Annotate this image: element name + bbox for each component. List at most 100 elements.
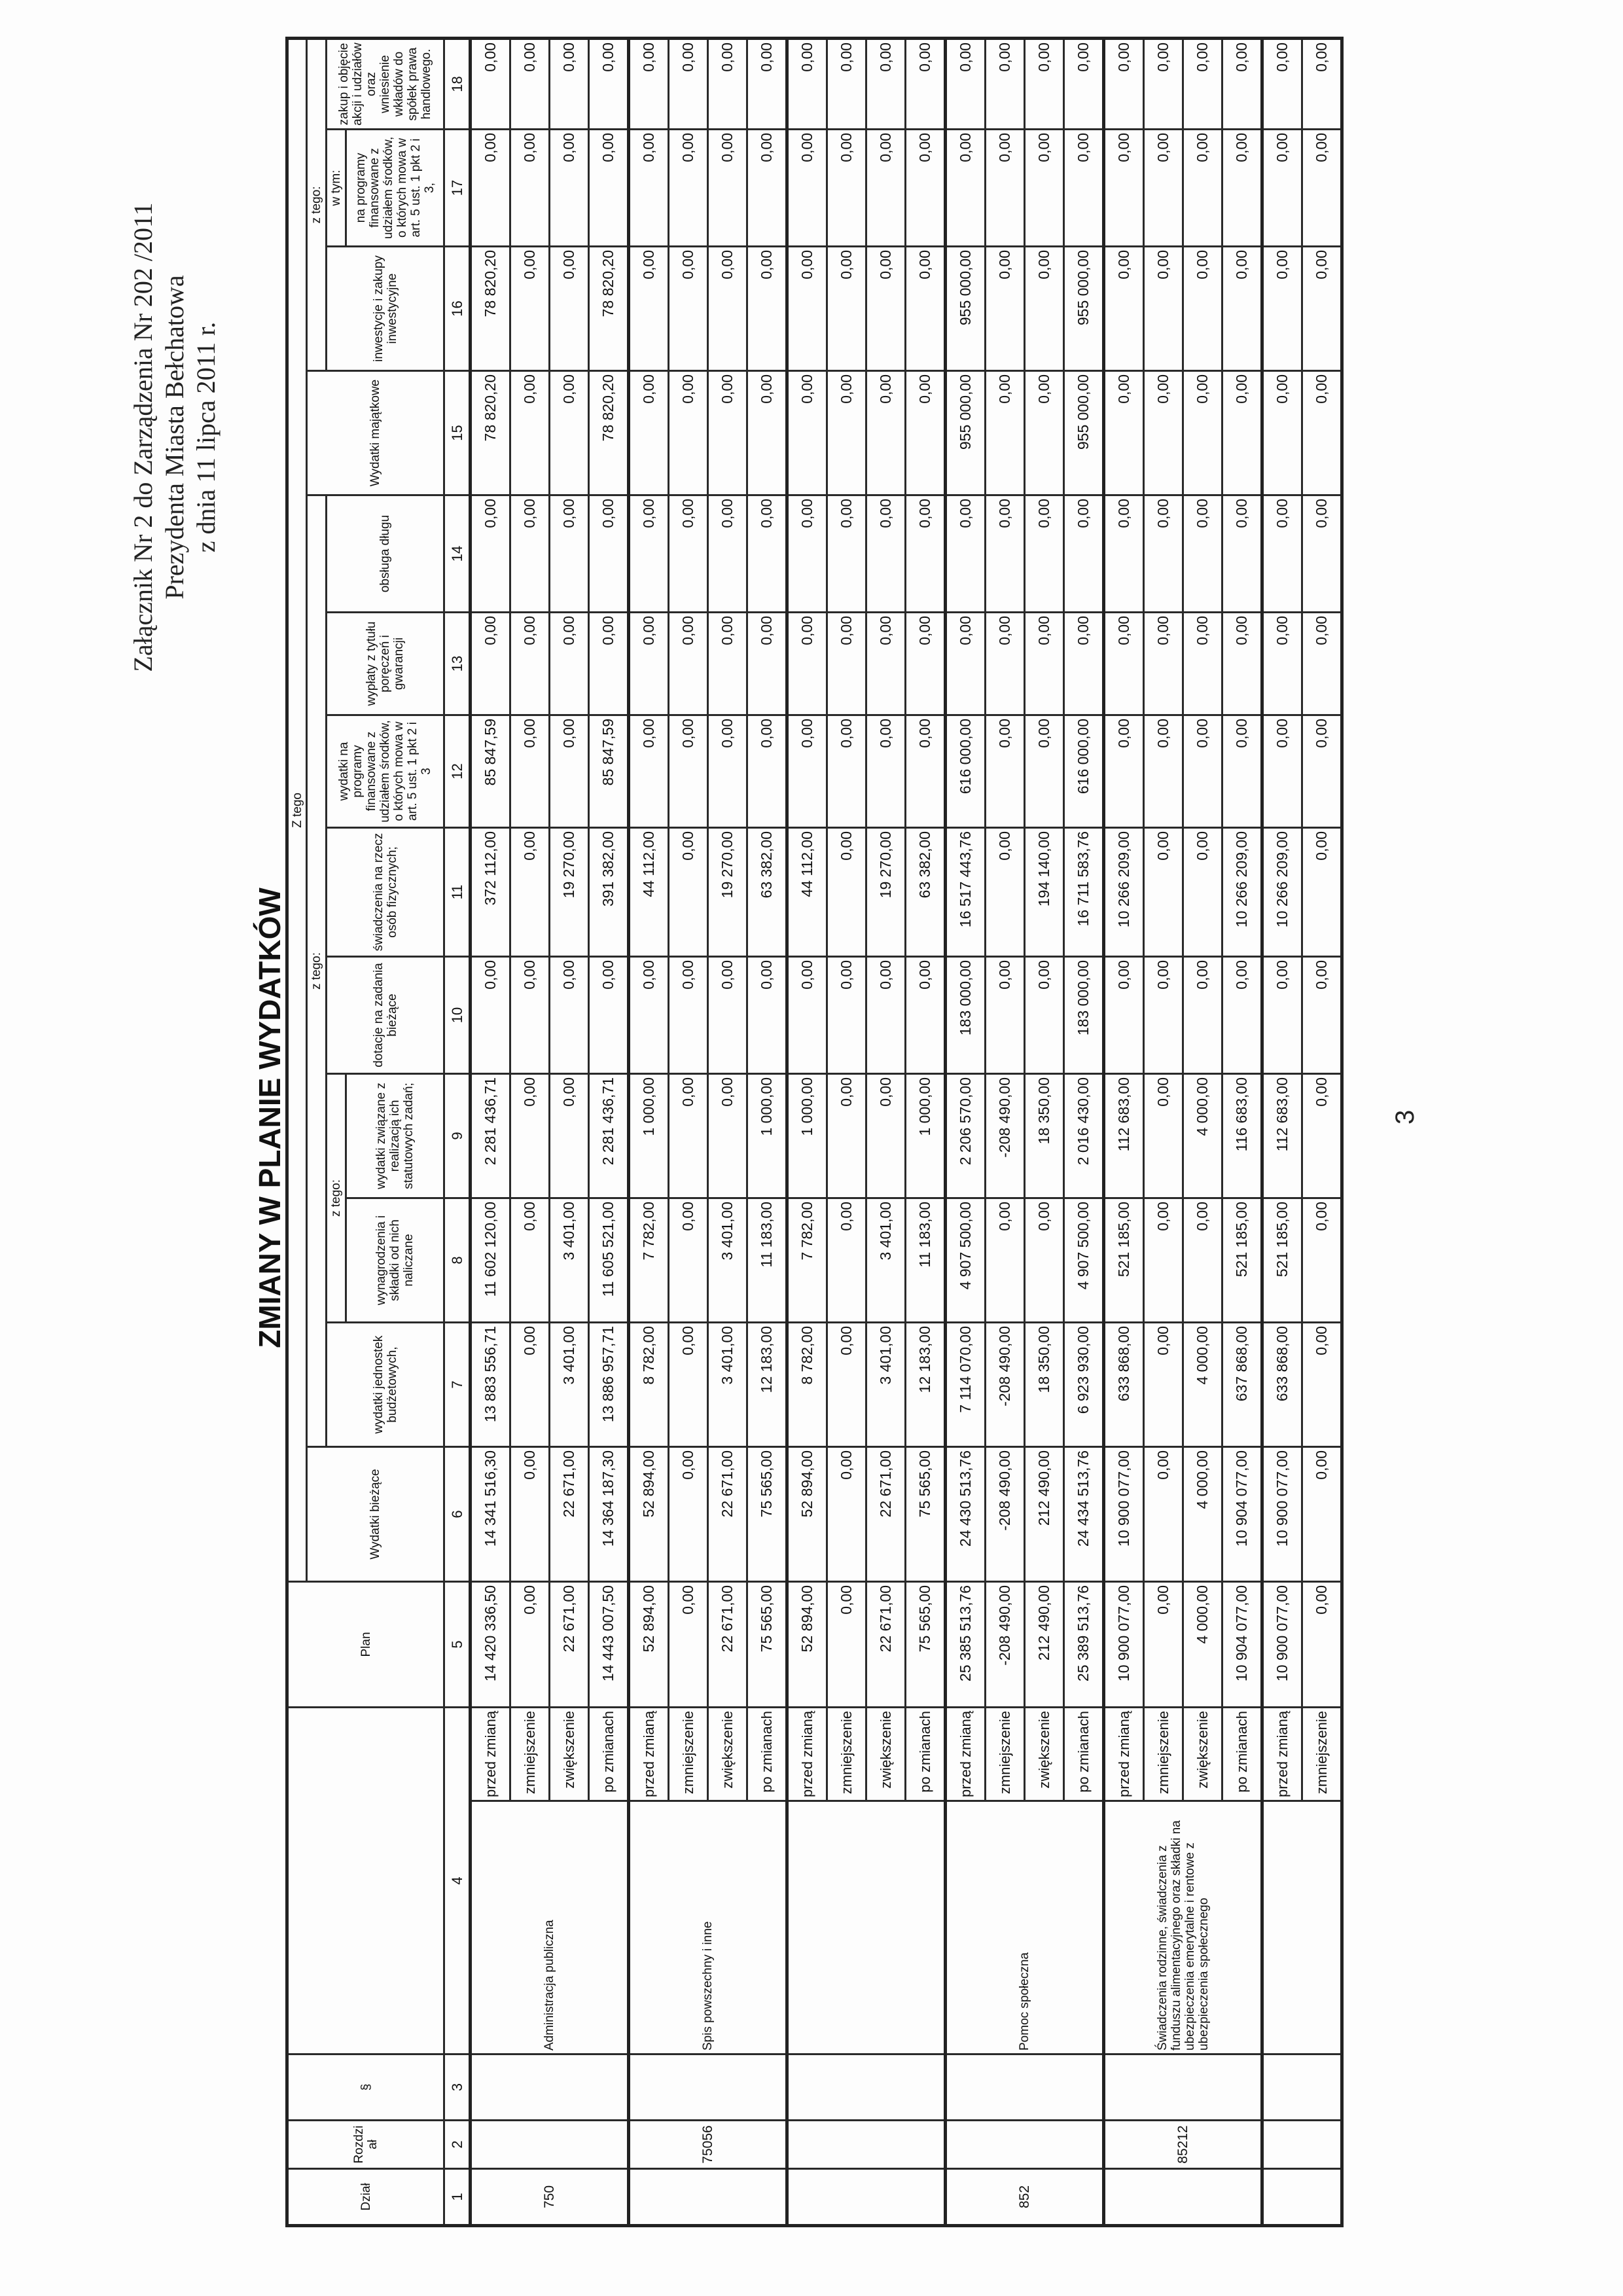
value-cell: 0,00 — [668, 1446, 708, 1582]
header-wydatki-jednostek: wydatki jednostek budżetowych, — [326, 1322, 444, 1447]
value-cell: 44 112,00 — [628, 827, 669, 957]
value-cell: 0,00 — [668, 1322, 708, 1447]
value-cell: 0,00 — [628, 38, 669, 130]
value-cell: 0,00 — [1302, 612, 1342, 715]
value-cell: 0,00 — [668, 956, 708, 1074]
value-cell: 14 443 007,50 — [588, 1581, 629, 1708]
value-cell: 0,00 — [668, 370, 708, 495]
dzial-cell — [787, 2168, 946, 2226]
paragraf-cell — [945, 2054, 1104, 2121]
row-label: przed zmianą — [787, 1707, 827, 1801]
value-cell: 0,00 — [1302, 129, 1342, 247]
value-cell: 0,00 — [1143, 246, 1183, 371]
value-cell: 44 112,00 — [787, 827, 827, 957]
value-cell: 0,00 — [1024, 1198, 1064, 1323]
value-cell: 78 820,20 — [470, 246, 510, 371]
value-cell: 0,00 — [985, 715, 1025, 828]
value-cell: 0,00 — [866, 715, 906, 828]
rozdzial-cell: 85212 — [1103, 2120, 1262, 2169]
value-cell: 0,00 — [1143, 129, 1183, 247]
paragraf-cell — [1103, 2054, 1262, 2121]
value-cell: 0,00 — [827, 1446, 866, 1582]
row-label: zmniejszenie — [668, 1707, 708, 1801]
value-cell: 616 000,00 — [945, 715, 986, 828]
value-cell: 0,00 — [787, 495, 827, 613]
value-cell: 0,00 — [827, 1073, 866, 1198]
value-cell: 194 140,00 — [1024, 827, 1064, 957]
value-cell: 22 671,00 — [866, 1446, 906, 1582]
value-cell: 0,00 — [668, 827, 708, 957]
row-label: zmniejszenie — [1302, 1707, 1342, 1801]
value-cell: 3 401,00 — [707, 1322, 747, 1447]
section-name-cell: Świadczenia rodzinne, świadczenia z fund… — [1103, 1801, 1262, 2054]
value-cell: 0,00 — [510, 1322, 550, 1447]
value-cell: 78 820,20 — [588, 370, 629, 495]
header-inwestycje: inwestycje i zakupy inwestycyjne — [326, 246, 444, 371]
header-z-tego-1: z tego: — [306, 495, 327, 1447]
value-cell: 10 900 077,00 — [1262, 1446, 1302, 1582]
value-cell: 0,00 — [1183, 715, 1222, 828]
value-cell: 11 183,00 — [747, 1198, 787, 1323]
value-cell: 0,00 — [747, 38, 787, 130]
value-cell: 0,00 — [985, 370, 1025, 495]
value-cell: 0,00 — [668, 1198, 708, 1323]
rozdzial-cell — [945, 2120, 1104, 2169]
value-cell: 0,00 — [549, 1073, 589, 1198]
header-blank — [287, 1707, 444, 2054]
value-cell: 183 000,00 — [945, 956, 986, 1074]
value-cell: 0,00 — [707, 38, 747, 130]
value-cell: 2 281 436,71 — [588, 1073, 629, 1198]
value-cell: 0,00 — [1183, 827, 1222, 957]
value-cell: 0,00 — [1143, 1198, 1183, 1323]
value-cell: 6 923 930,00 — [1063, 1322, 1104, 1447]
value-cell: 3 401,00 — [707, 1198, 747, 1323]
value-cell: 1 000,00 — [628, 1073, 669, 1198]
column-number: 10 — [444, 956, 471, 1074]
value-cell: 0,00 — [510, 495, 550, 613]
value-cell: 0,00 — [827, 370, 866, 495]
section-name-cell — [787, 1801, 946, 2054]
row-label: zwiększenie — [1183, 1707, 1222, 1801]
value-cell: 0,00 — [1063, 38, 1104, 130]
rozdzial-cell — [470, 2120, 629, 2169]
value-cell: 0,00 — [866, 495, 906, 613]
value-cell: 0,00 — [1262, 715, 1302, 828]
section-name-cell: Administracja publiczna — [470, 1801, 629, 2054]
value-cell: 0,00 — [905, 612, 946, 715]
value-cell: 24 430 513,76 — [945, 1446, 986, 1582]
value-cell: 25 389 513,76 — [1063, 1581, 1104, 1708]
value-cell: 0,00 — [1222, 495, 1262, 613]
value-cell: 0,00 — [1103, 246, 1144, 371]
value-cell: 637 868,00 — [1222, 1322, 1262, 1447]
section-name-cell — [1262, 1801, 1342, 2054]
value-cell: 18 350,00 — [1024, 1073, 1064, 1198]
value-cell: 0,00 — [945, 129, 986, 247]
value-cell: 2 016 430,00 — [1063, 1073, 1104, 1198]
header-poreczenia: wypłaty z tytułu poręczeń i gwarancji — [326, 612, 444, 715]
value-cell: 14 364 187,30 — [588, 1446, 629, 1582]
header-wydatki-statutowe: wydatki związane z realizacją ich statut… — [346, 1073, 444, 1198]
rozdzial-cell — [1262, 2120, 1342, 2169]
value-cell: 10 900 077,00 — [1103, 1446, 1144, 1582]
value-cell: 0,00 — [1302, 1581, 1342, 1708]
value-cell: 22 671,00 — [549, 1581, 589, 1708]
value-cell: 0,00 — [470, 38, 510, 130]
value-cell: 0,00 — [787, 956, 827, 1074]
value-cell: 0,00 — [1103, 129, 1144, 247]
value-cell: 0,00 — [668, 1581, 708, 1708]
value-cell: 0,00 — [1222, 246, 1262, 371]
value-cell: 0,00 — [628, 715, 669, 828]
value-cell: 0,00 — [470, 612, 510, 715]
table-row: 750 Administracja publiczna przed zmianą 14… — [470, 38, 629, 2226]
value-cell: 0,00 — [866, 38, 906, 130]
dzial-cell: 750 — [470, 2168, 629, 2226]
value-cell: 0,00 — [787, 38, 827, 130]
value-cell: 0,00 — [588, 612, 629, 715]
value-cell: 0,00 — [628, 129, 669, 247]
header-wynagrodzenia: wynagrodzenia i składki od nich naliczan… — [346, 1198, 444, 1323]
value-cell: -208 490,00 — [985, 1322, 1025, 1447]
value-cell: 0,00 — [1103, 612, 1144, 715]
value-cell: 3 401,00 — [866, 1198, 906, 1323]
value-cell: 0,00 — [510, 1073, 550, 1198]
value-cell: 0,00 — [510, 715, 550, 828]
